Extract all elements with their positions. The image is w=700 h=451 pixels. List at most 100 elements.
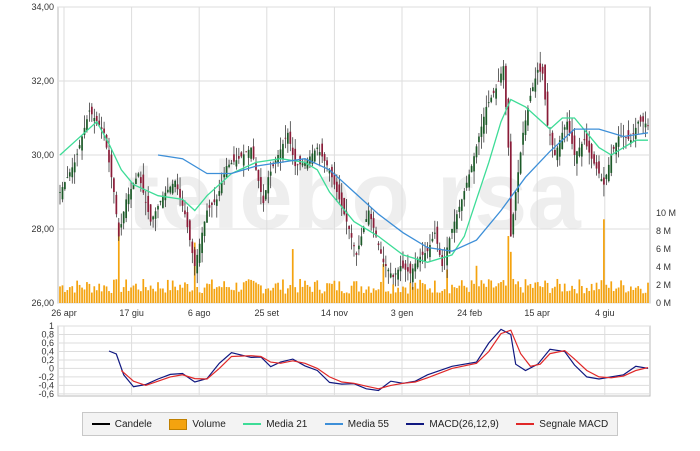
volume-bar	[176, 290, 179, 303]
candle-body	[502, 66, 505, 81]
candle-body	[264, 190, 267, 200]
volume-bar	[409, 282, 412, 303]
candle-body	[93, 118, 96, 122]
volume-bar	[502, 280, 505, 303]
volume-bar	[169, 290, 172, 303]
candle-body	[291, 147, 294, 155]
volume-bar	[340, 291, 343, 303]
legend-swatch	[406, 423, 425, 425]
candle-body	[598, 161, 600, 174]
volume-bar	[372, 288, 375, 303]
volume-bar	[634, 287, 637, 303]
macd-tick-label: -0,2	[38, 372, 54, 382]
candle-body	[365, 219, 368, 222]
candle-body	[211, 202, 213, 205]
candle-body	[583, 139, 586, 141]
volume-bar	[286, 288, 289, 303]
candle-body	[206, 210, 208, 223]
volume-bar	[83, 289, 86, 303]
candle-body	[316, 147, 319, 149]
volume-bar	[269, 290, 272, 303]
candle-body	[625, 137, 627, 139]
volume-bar	[433, 280, 436, 303]
date-tick-label: 15 apr	[524, 308, 550, 318]
volume-bar	[443, 289, 446, 303]
volume-bar	[355, 281, 358, 303]
volume-bar	[306, 284, 309, 303]
candle-body	[257, 169, 260, 181]
volume-tick-label: 0 M	[656, 298, 671, 308]
volume-bar	[465, 287, 468, 303]
volume-bar	[196, 286, 199, 303]
volume-bar	[343, 293, 346, 303]
candle-body	[568, 121, 571, 133]
candle-body	[492, 90, 495, 94]
candle-body	[78, 145, 81, 149]
candle-body	[384, 264, 387, 266]
volume-bar	[544, 280, 546, 303]
candle-body	[225, 166, 228, 178]
volume-bar	[59, 286, 61, 303]
candle-body	[127, 194, 130, 205]
volume-bar	[482, 283, 485, 303]
volume-bar	[267, 288, 270, 303]
volume-bar	[500, 281, 502, 303]
candle-body	[110, 154, 113, 178]
candle-body	[473, 156, 475, 172]
price-tick-label: 30,00	[31, 150, 54, 160]
candle-body	[426, 247, 429, 252]
volume-bar	[473, 283, 475, 303]
candle-body	[272, 164, 275, 167]
volume-bar	[397, 287, 399, 303]
volume-bar	[108, 291, 110, 303]
candle-body	[105, 134, 108, 148]
candle-body	[350, 233, 353, 238]
candle-body	[404, 263, 407, 270]
volume-bar	[78, 284, 81, 303]
candle-body	[142, 174, 145, 193]
volume-bar	[113, 279, 115, 303]
volume-bar	[531, 287, 534, 303]
date-tick-label: 25 set	[255, 308, 280, 318]
candle-body	[576, 151, 578, 164]
volume-bar	[612, 291, 615, 303]
volume-bar	[247, 279, 250, 303]
candle-body	[301, 163, 304, 166]
volume-bar	[230, 289, 233, 303]
candle-body	[617, 136, 620, 147]
candle-body	[59, 192, 61, 193]
candle-body	[81, 136, 83, 151]
candle-body	[220, 182, 223, 194]
candle-body	[629, 140, 632, 144]
candle-body	[191, 241, 194, 254]
volume-bar	[115, 279, 118, 303]
volume-bar	[546, 282, 549, 303]
candle-body	[132, 183, 135, 190]
volume-bar	[527, 285, 529, 303]
volume-bar	[331, 283, 333, 303]
volume-bar	[245, 280, 248, 303]
candle-body	[326, 160, 328, 166]
volume-bar	[387, 291, 390, 303]
volume-bar	[394, 292, 397, 303]
volume-bar	[642, 293, 644, 303]
volume-bar	[647, 282, 649, 303]
legend-swatch	[324, 423, 343, 425]
volume-bar	[470, 280, 473, 303]
candle-body	[125, 199, 128, 219]
candle-body	[284, 137, 287, 139]
candle-body	[76, 153, 79, 155]
candle-body	[441, 255, 444, 266]
candle-body	[438, 248, 441, 255]
volume-bar	[154, 291, 157, 303]
candle-body	[514, 192, 517, 211]
candle-body	[482, 116, 485, 134]
candle-body	[487, 102, 490, 104]
candle-body	[495, 88, 497, 99]
candle-body	[529, 95, 532, 102]
candle-body	[61, 187, 64, 200]
candle-body	[470, 166, 473, 173]
candle-body	[607, 164, 610, 182]
legend-item: Volume	[169, 418, 226, 430]
candle-body	[517, 172, 520, 193]
